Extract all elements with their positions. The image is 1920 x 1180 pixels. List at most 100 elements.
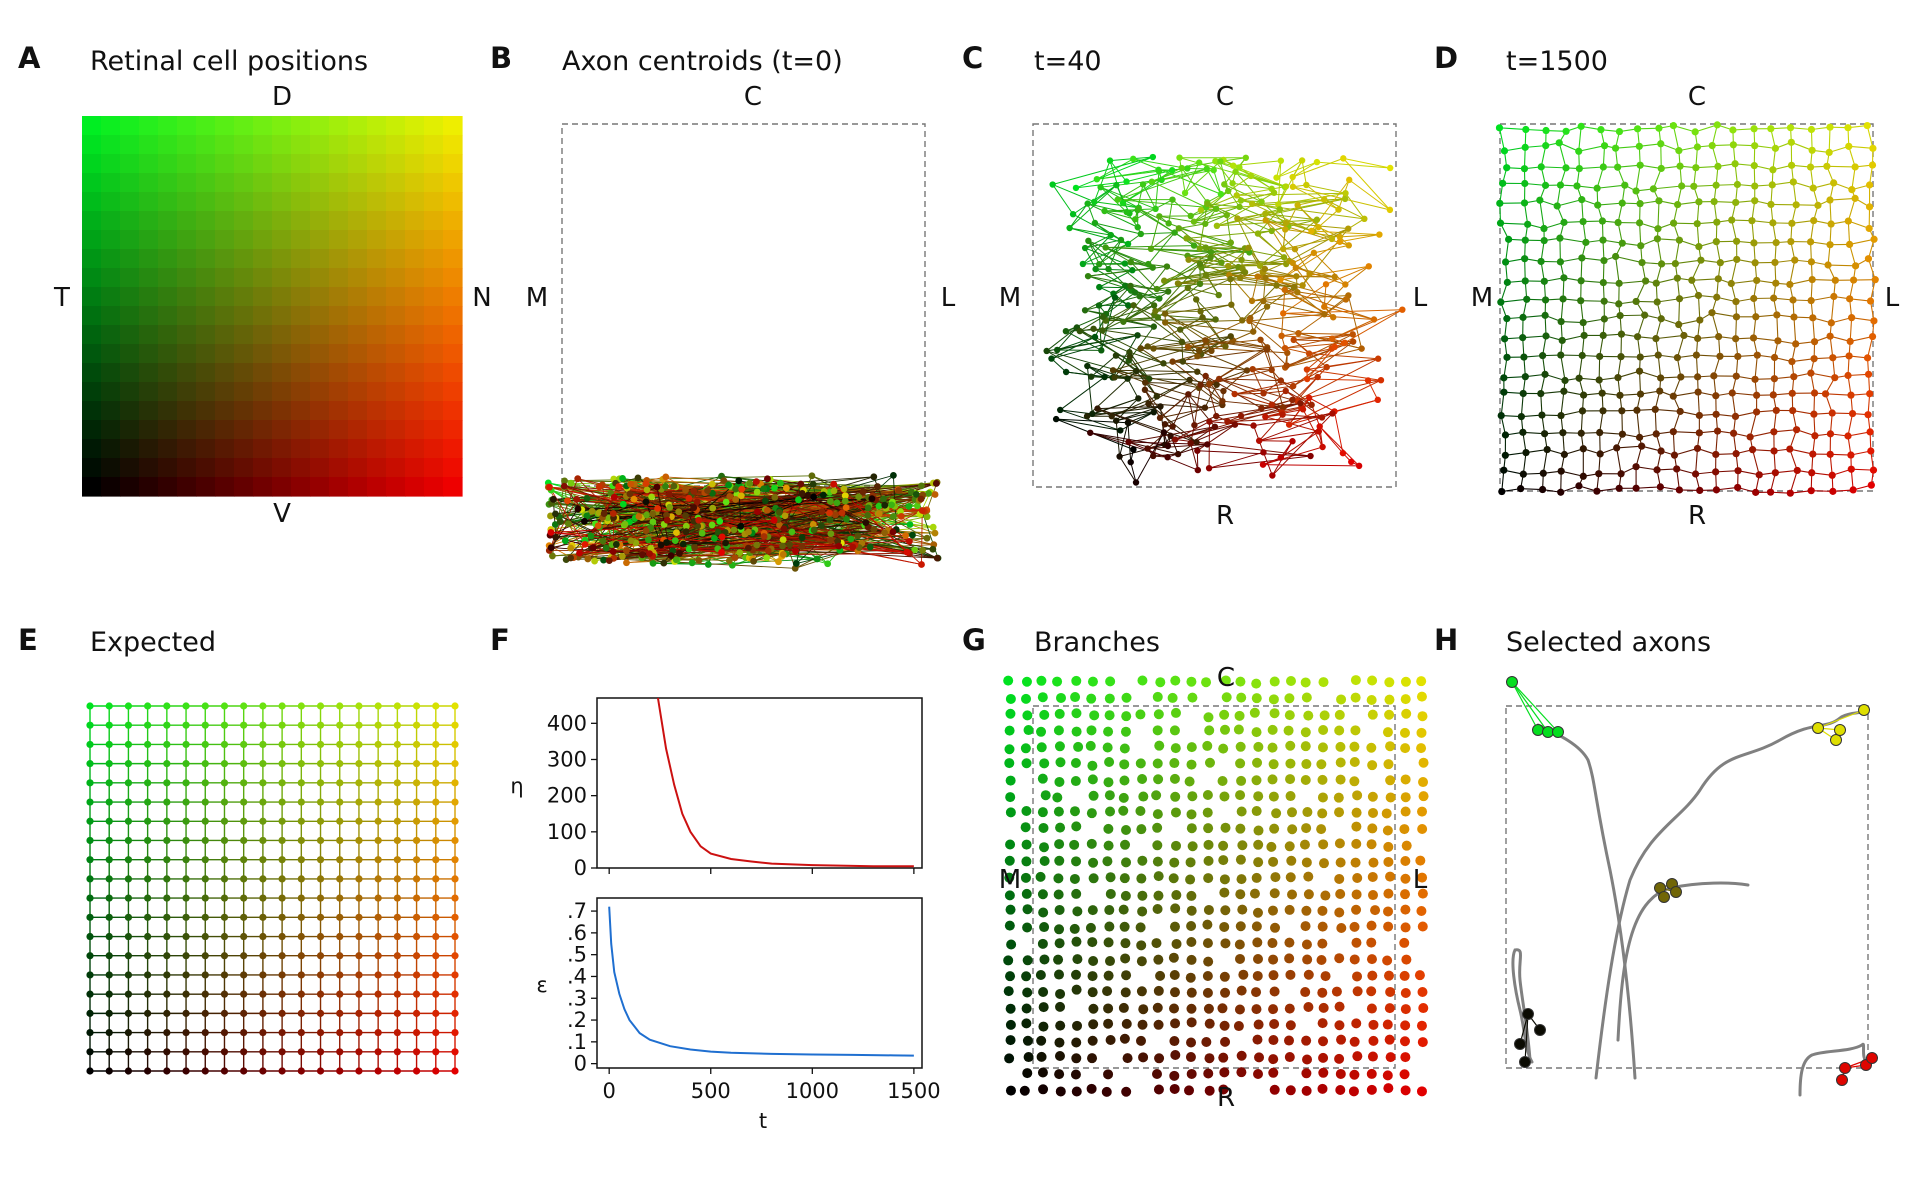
retina-cell <box>177 249 197 269</box>
node <box>86 971 94 979</box>
node <box>1124 419 1132 426</box>
edge <box>1111 403 1149 417</box>
node <box>1313 216 1321 223</box>
edge <box>1145 382 1217 386</box>
node <box>297 817 305 825</box>
node <box>1729 126 1737 134</box>
retina-cell <box>196 439 216 459</box>
node <box>1695 242 1703 251</box>
edge <box>1288 397 1310 425</box>
retina-cell <box>405 135 425 155</box>
edge <box>1170 435 1179 455</box>
node <box>1675 295 1684 303</box>
node <box>1072 184 1080 192</box>
retina-cell <box>253 154 273 174</box>
node <box>1844 371 1852 380</box>
node <box>1156 295 1163 302</box>
edge <box>1638 371 1642 395</box>
node <box>451 971 459 979</box>
retina-cell <box>367 192 387 212</box>
retina-cell <box>310 401 330 421</box>
edge <box>1219 378 1281 382</box>
edge <box>1240 402 1301 417</box>
edge <box>1602 260 1605 283</box>
edge <box>1252 198 1346 205</box>
retina-cell <box>310 458 330 478</box>
edge <box>1751 220 1755 243</box>
node <box>1374 355 1382 362</box>
node <box>432 798 440 806</box>
retina-cell <box>272 458 292 478</box>
node <box>1262 217 1269 224</box>
retina-cell <box>253 477 273 497</box>
edge <box>1060 409 1121 431</box>
edge <box>1100 186 1128 213</box>
retina-cell <box>348 268 368 288</box>
edge <box>1097 408 1171 437</box>
node <box>355 721 363 729</box>
node <box>1708 309 1716 317</box>
retina-cell <box>367 420 387 440</box>
node <box>643 486 651 494</box>
node <box>1559 429 1567 437</box>
retina-cell <box>272 401 292 421</box>
node <box>259 952 267 960</box>
node <box>1633 406 1641 414</box>
node <box>1242 154 1250 161</box>
node <box>374 932 382 941</box>
node <box>1814 201 1822 209</box>
node <box>1257 336 1264 343</box>
node <box>240 990 248 998</box>
node <box>764 475 771 483</box>
node <box>86 779 94 787</box>
node <box>1136 293 1143 300</box>
node <box>1355 462 1363 470</box>
node <box>695 516 703 524</box>
retina-cell <box>329 211 349 231</box>
edge <box>1812 317 1816 342</box>
edge <box>1367 380 1379 401</box>
retina-cell <box>234 363 254 383</box>
node <box>220 721 229 729</box>
node <box>1538 411 1546 419</box>
edge <box>1056 327 1078 351</box>
node <box>932 480 940 487</box>
node <box>1558 336 1566 345</box>
retina-cell <box>386 268 406 288</box>
node <box>753 541 761 549</box>
edge <box>1615 256 1620 284</box>
panel-c: C t=40 C R M L <box>962 41 1428 531</box>
node <box>1346 176 1353 184</box>
edge <box>1812 279 1836 281</box>
node <box>1633 125 1642 133</box>
retina-cell <box>291 173 311 193</box>
node <box>1132 216 1139 223</box>
edge <box>1172 349 1268 363</box>
node <box>1062 327 1070 335</box>
retina-cell <box>177 154 197 174</box>
retina-cell <box>443 116 463 136</box>
retina-cell <box>234 249 254 269</box>
node <box>1750 294 1758 303</box>
node <box>1500 466 1508 474</box>
edge <box>1560 298 1564 322</box>
edge <box>1657 298 1680 303</box>
node <box>1557 317 1565 326</box>
node <box>1826 196 1834 204</box>
node <box>374 817 382 825</box>
edge <box>1333 411 1344 454</box>
node <box>297 779 305 787</box>
node <box>1522 125 1530 134</box>
node <box>918 482 925 490</box>
edge <box>1696 201 1700 224</box>
node <box>432 856 440 864</box>
node <box>560 482 568 490</box>
edge <box>1561 320 1584 324</box>
retina-cell <box>196 173 216 193</box>
node <box>1767 125 1775 133</box>
edge <box>1347 295 1363 349</box>
retina-cell <box>158 401 178 421</box>
edge <box>1200 384 1224 392</box>
node <box>1069 211 1077 218</box>
retina-cell <box>386 325 406 345</box>
